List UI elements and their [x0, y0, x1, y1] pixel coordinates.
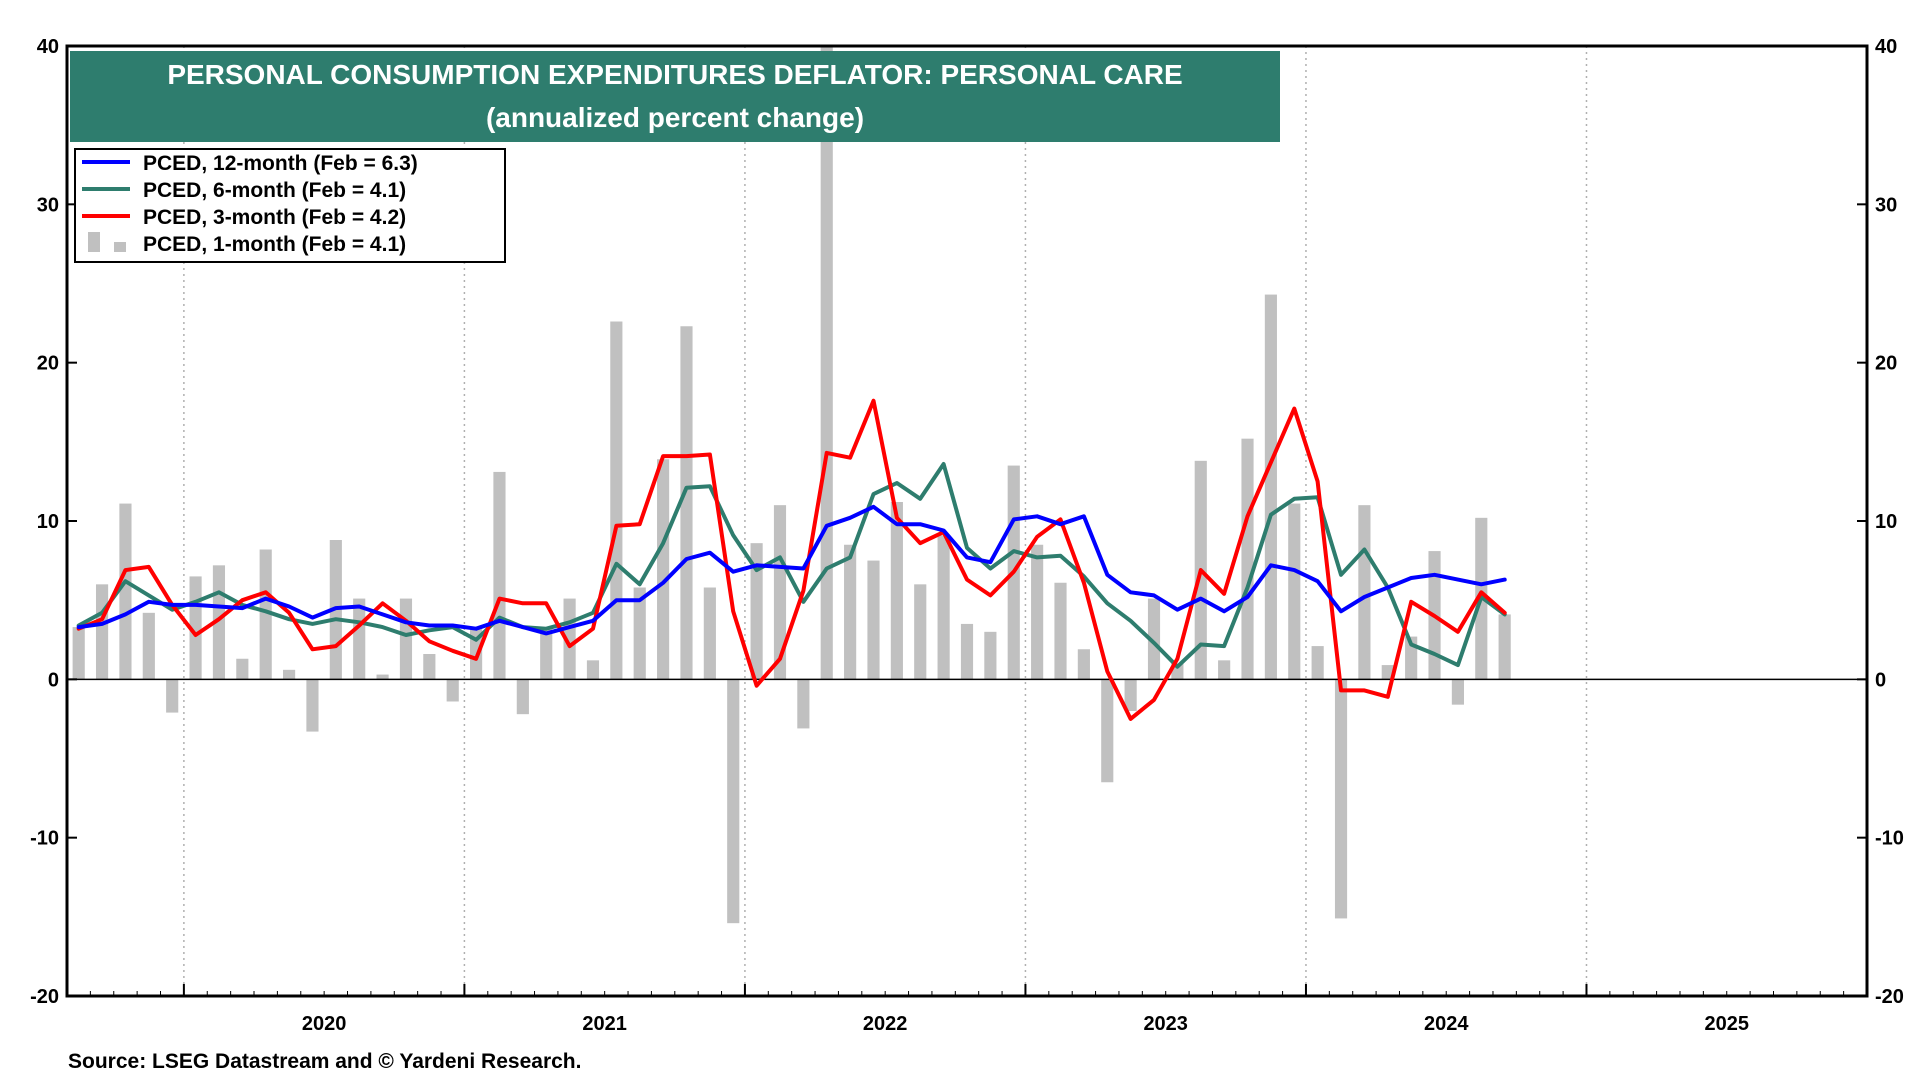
bar-1-month-2021-04 [540, 628, 553, 680]
x-tick-label-2025: 2025 [1704, 1013, 1749, 1035]
bar-1-month-2024-09 [1498, 614, 1511, 680]
bar-1-month-2021-02 [493, 471, 506, 680]
bar-1-month-2021-09 [657, 459, 670, 680]
y-tick-label-left: -10 [30, 828, 59, 850]
bar-1-month-2023-04 [1101, 679, 1114, 783]
legend-item-12-month: PCED, 12-month (Feb = 6.3) [82, 152, 418, 175]
bar-1-month-2023-02 [1054, 582, 1067, 680]
bar-1-month-2022-07 [890, 502, 903, 680]
bar-1-month-2023-09 [1218, 660, 1231, 680]
bar-1-month-2019-10 [119, 503, 132, 680]
legend-item-6-month: PCED, 6-month (Feb = 4.1) [82, 179, 406, 202]
bar-1-month-2020-12 [446, 679, 459, 702]
bar-1-month-2022-02 [773, 505, 787, 680]
series-lines [76, 398, 1507, 721]
legend-label-3-month: PCED, 3-month (Feb = 4.2) [143, 206, 406, 229]
y-tick-label-right: -10 [1875, 828, 1904, 850]
x-tick-label-2022: 2022 [863, 1013, 908, 1035]
bar-1-month-2023-12 [1288, 503, 1301, 680]
bar-1-month-2024-04 [1381, 665, 1394, 680]
y-tick-label-right: 40 [1875, 36, 1897, 58]
bar-1-month-2019-08 [72, 627, 85, 680]
bar-1-month-2022-04 [820, 47, 833, 680]
bar-1-month-2021-03 [516, 679, 529, 715]
bar-1-month-2022-03 [797, 679, 810, 729]
bar-1-month-2024-01 [1311, 646, 1324, 680]
legend-label-1-month: PCED, 1-month (Feb = 4.1) [143, 233, 406, 256]
y-tick-label-right: -20 [1875, 986, 1904, 1008]
bar-1-month-2023-01 [1031, 544, 1044, 680]
x-tick-label-2023: 2023 [1143, 1013, 1188, 1035]
y-tick-label-right: 20 [1875, 353, 1897, 375]
bar-1-month-2022-09 [937, 535, 950, 680]
bar-1-month-2022-05 [844, 544, 857, 680]
bar-1-month-2023-05 [1124, 679, 1137, 711]
y-tick-label-right: 0 [1875, 669, 1886, 691]
source-note: Source: LSEG Datastream and © Yardeni Re… [68, 1050, 581, 1073]
y-tick-label-left: 10 [37, 511, 59, 533]
bar-1-month-2022-06 [867, 560, 880, 680]
bar-1-month-2020-06 [306, 679, 319, 732]
bar-1-month-2024-03 [1358, 505, 1371, 680]
legend-label-12-month: PCED, 12-month (Feb = 6.3) [143, 152, 418, 175]
bar-1-month-2021-08 [633, 587, 646, 680]
bar-1-month-2023-10 [1241, 438, 1254, 680]
gridlines [183, 46, 1588, 996]
bar-1-month-2019-11 [142, 612, 155, 680]
y-tick-label-left: 30 [37, 194, 59, 216]
bar-1-month-2020-09 [376, 674, 389, 680]
bar-1-month-2020-03 [236, 658, 249, 680]
chart-subtitle: (annualized percent change) [486, 102, 864, 133]
y-tick-label-left: 0 [48, 669, 59, 691]
y-tick-label-right: 10 [1875, 511, 1897, 533]
chart-title: PERSONAL CONSUMPTION EXPENDITURES DEFLAT… [167, 59, 1182, 90]
bar-1-month-2020-04 [259, 549, 272, 680]
x-tick-label-2024: 2024 [1424, 1013, 1469, 1035]
bar-1-month-2021-07 [610, 321, 623, 680]
legend-item-3-month: PCED, 3-month (Feb = 4.2) [82, 206, 406, 229]
line-pced-6-month [76, 462, 1507, 669]
bar-1-month-2020-08 [353, 598, 366, 680]
bar-1-month-2021-05 [563, 598, 576, 680]
bar-1-month-2019-09 [95, 584, 109, 680]
y-tick-label-left: 40 [37, 36, 59, 58]
bar-1-month-2022-11 [984, 631, 997, 680]
bar-1-month-2019-12 [166, 679, 179, 713]
bar-1-month-2020-05 [283, 669, 296, 680]
bar-1-month-2022-01 [750, 543, 763, 680]
x-tick-label-2020: 2020 [302, 1013, 347, 1035]
bar-1-month-2023-03 [1077, 649, 1090, 680]
bar-1-month-2021-06 [586, 660, 600, 680]
bar-1-month-2024-02 [1334, 679, 1348, 919]
x-tick-label-2021: 2021 [582, 1013, 627, 1035]
bar-1-month-2022-10 [960, 623, 974, 680]
bar-1-month-2020-11 [423, 654, 436, 680]
y-tick-label-left: 20 [37, 353, 59, 375]
bar-1-month-2023-06 [1147, 598, 1161, 680]
bar-1-month-2021-12 [727, 679, 740, 924]
axis-ticks: 2020 2021 2022 2023 2024 2025-20 -20-10 -100 010… [30, 36, 1904, 1035]
line-pced-3-month [76, 398, 1507, 721]
bar-1-month-2021-11 [703, 587, 716, 680]
y-tick-label-right: 30 [1875, 194, 1897, 216]
legend-label-6-month: PCED, 6-month (Feb = 4.1) [143, 179, 406, 202]
legend-item-1-month: PCED, 1-month (Feb = 4.1) [88, 232, 406, 256]
bar-1-month-2021-10 [680, 326, 693, 680]
legend: PCED, 12-month (Feb = 6.3) PCED, 6-month… [74, 148, 506, 263]
y-tick-label-left: -20 [30, 986, 59, 1008]
bar-1-month-2022-08 [914, 584, 927, 680]
bar-1-month-2024-07 [1451, 679, 1464, 705]
bar-1-month-2020-10 [399, 598, 413, 680]
title-box: PERSONAL CONSUMPTION EXPENDITURES DEFLAT… [70, 51, 1280, 142]
line-pced-12-month [76, 504, 1507, 636]
bar-1-month-2023-11 [1264, 294, 1277, 680]
